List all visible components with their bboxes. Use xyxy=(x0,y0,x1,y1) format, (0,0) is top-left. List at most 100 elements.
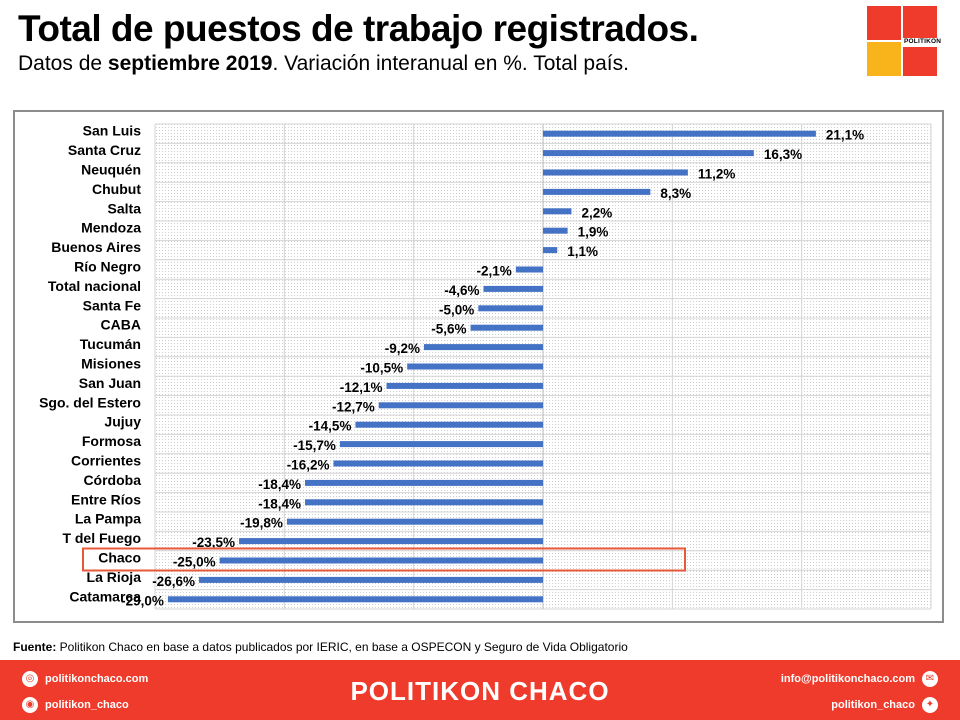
category-label: Chubut xyxy=(92,181,141,197)
bar-chart: 21,1% 16,3% 11,2% 8,3% 2,2% 1,9% 1,1% -2,1% -4,6… xyxy=(39,123,932,610)
bar xyxy=(219,557,543,564)
category-label: San Luis xyxy=(83,123,142,139)
data-label: -2,1% xyxy=(477,264,512,279)
category-label: Catamarca xyxy=(69,588,141,604)
category-label: Jujuy xyxy=(104,414,141,430)
bar xyxy=(543,169,688,176)
bar xyxy=(543,188,651,195)
bar xyxy=(424,344,543,351)
globe-icon: ◎ xyxy=(22,671,38,687)
bar xyxy=(167,596,543,603)
data-label: 1,1% xyxy=(567,244,598,259)
bar xyxy=(305,479,543,486)
data-label: -14,5% xyxy=(309,419,352,434)
page-subtitle: Datos de septiembre 2019. Variación inte… xyxy=(18,52,629,76)
category-label: Sgo. del Estero xyxy=(39,394,141,410)
bar xyxy=(470,324,543,331)
category-label: T del Fuego xyxy=(62,530,141,546)
data-label: -4,6% xyxy=(444,283,479,298)
bar xyxy=(198,576,543,583)
category-label: Misiones xyxy=(81,356,141,372)
logo-band xyxy=(903,38,939,47)
subtitle-pre: Datos de xyxy=(18,52,108,75)
data-label: -5,0% xyxy=(439,302,474,317)
bar xyxy=(305,499,543,506)
logo-square-red-2 xyxy=(903,6,937,40)
bar xyxy=(339,441,543,448)
footer-website-text: politikonchaco.com xyxy=(45,673,149,685)
subtitle-bold: septiembre 2019 xyxy=(107,52,273,75)
data-label: -29,0% xyxy=(121,593,164,608)
logo-word: POLITIKON xyxy=(904,38,942,45)
category-label: Buenos Aires xyxy=(51,239,141,255)
source-note: Fuente: Politikon Chaco en base a datos … xyxy=(13,640,628,654)
twitter-icon: ✦ xyxy=(922,697,938,713)
category-label: Entre Ríos xyxy=(71,491,141,507)
data-label: -10,5% xyxy=(360,361,403,376)
category-label: Santa Fe xyxy=(83,297,142,313)
category-label: Corrientes xyxy=(71,453,141,469)
footer-email[interactable]: info@politikonchaco.com ✉ xyxy=(774,671,938,687)
bar xyxy=(386,382,543,389)
bar xyxy=(515,266,543,273)
bar xyxy=(478,305,543,312)
highlight-box xyxy=(82,547,686,572)
data-label: 11,2% xyxy=(698,167,736,182)
category-label: Formosa xyxy=(82,433,141,449)
footer-email-text: info@politikonchaco.com xyxy=(780,673,915,685)
data-label: -9,2% xyxy=(385,341,420,356)
logo-square-yellow xyxy=(867,42,901,76)
data-label: 21,1% xyxy=(826,128,864,143)
data-label: -18,4% xyxy=(258,496,301,511)
category-label: Córdoba xyxy=(83,472,141,488)
footer-twitter[interactable]: politikon_chaco ✦ xyxy=(824,697,938,713)
source-label: Fuente: xyxy=(13,640,57,654)
category-label: La Pampa xyxy=(75,511,141,527)
logo-square-red-1 xyxy=(867,6,901,40)
category-label: Río Negro xyxy=(74,259,141,275)
data-label: -12,1% xyxy=(340,380,383,395)
bar xyxy=(378,402,543,409)
category-label: CABA xyxy=(101,317,141,333)
bar xyxy=(286,518,543,525)
source-text: Politikon Chaco en base a datos publicad… xyxy=(56,640,628,654)
data-label: -15,7% xyxy=(293,438,336,453)
data-label: -25,0% xyxy=(173,555,216,570)
bar xyxy=(543,208,572,215)
logo-square-red-3 xyxy=(903,42,937,76)
mail-icon: ✉ xyxy=(922,671,938,687)
data-label: 1,9% xyxy=(578,225,609,240)
category-label: Neuquén xyxy=(81,162,141,178)
category-label: Chaco xyxy=(98,550,141,566)
data-label: -12,7% xyxy=(332,399,375,414)
bar xyxy=(543,227,568,234)
data-label: -19,8% xyxy=(240,516,283,531)
subtitle-post: . Variación interanual en %. Total país. xyxy=(272,52,629,75)
data-label: -16,2% xyxy=(287,458,330,473)
bar xyxy=(355,421,543,428)
data-label: -26,6% xyxy=(152,574,195,589)
bar xyxy=(543,150,754,157)
footer-instagram[interactable]: ◉ politikon_chaco xyxy=(22,697,136,713)
data-label: -5,6% xyxy=(431,322,466,337)
category-label: Tucumán xyxy=(80,336,141,352)
bar xyxy=(333,460,543,467)
bar xyxy=(239,538,544,545)
bar xyxy=(543,247,558,254)
instagram-icon: ◉ xyxy=(22,697,38,713)
bar xyxy=(483,285,543,292)
bar xyxy=(543,130,816,137)
category-label: Salta xyxy=(108,200,142,216)
data-label: 8,3% xyxy=(660,186,691,201)
data-label: -23,5% xyxy=(192,535,235,550)
data-label: 16,3% xyxy=(764,147,802,162)
chart-frame: 21,1% 16,3% 11,2% 8,3% 2,2% 1,9% 1,1% -2,1% -4,6… xyxy=(13,110,944,623)
data-label: 2,2% xyxy=(581,205,612,220)
footer-website[interactable]: ◎ politikonchaco.com xyxy=(22,671,155,687)
footer-brand: POLITIKON CHACO xyxy=(350,676,610,706)
politikon-logo: POLITIKON xyxy=(867,6,941,76)
category-label: San Juan xyxy=(79,375,141,391)
footer-twitter-text: politikon_chaco xyxy=(831,699,915,711)
category-label: Mendoza xyxy=(81,220,141,236)
footer-instagram-text: politikon_chaco xyxy=(45,699,129,711)
